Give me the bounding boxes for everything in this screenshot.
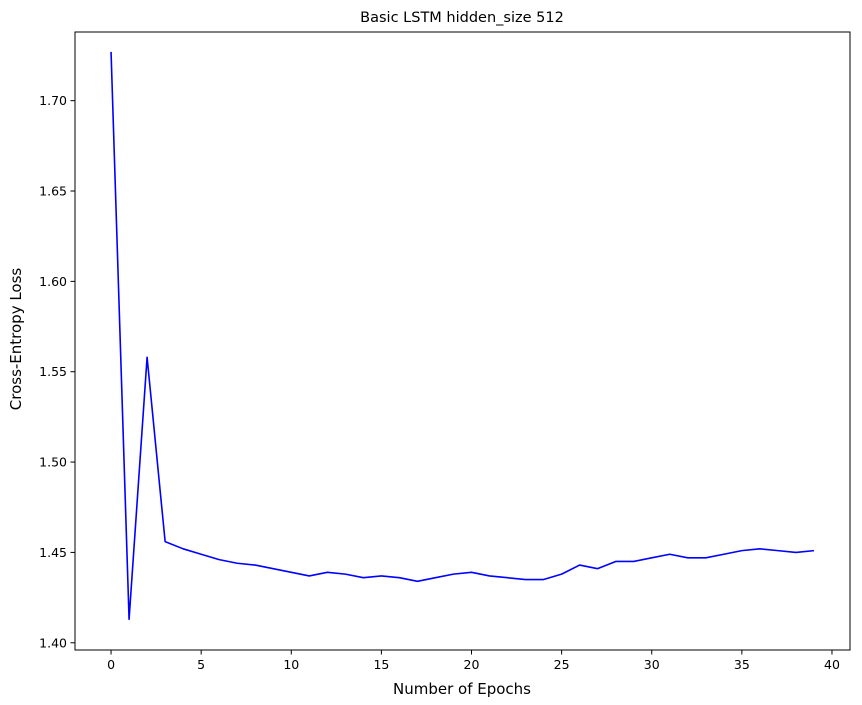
plot-area	[74, 31, 851, 651]
x-tick-label: 20	[464, 657, 480, 672]
y-tick-label: 1.45	[39, 545, 67, 560]
x-tick-label: 35	[734, 657, 750, 672]
x-tick-label: 0	[107, 657, 115, 672]
y-tick-label: 1.50	[39, 455, 67, 470]
x-tick-label: 30	[644, 657, 660, 672]
y-axis-label: Cross-Entropy Loss	[7, 268, 25, 411]
x-tick-label: 25	[554, 657, 570, 672]
x-axis: 0 5 10 15 20 25 30 35 40	[107, 650, 840, 672]
x-tick-label: 15	[373, 657, 389, 672]
chart-title: Basic LSTM hidden_size 512	[360, 10, 564, 26]
y-axis: 1.40 1.45 1.50 1.55 1.60 1.65 1.70	[39, 93, 75, 650]
y-tick-label: 1.40	[39, 635, 67, 650]
x-tick-label: 5	[197, 657, 205, 672]
x-axis-label: Number of Epochs	[393, 680, 531, 698]
y-tick-label: 1.60	[39, 274, 67, 289]
series-line-0	[110, 51, 815, 621]
y-tick-label: 1.55	[39, 364, 67, 379]
x-tick-label: 40	[824, 657, 840, 672]
x-tick-label: 10	[283, 657, 299, 672]
axes-frame	[74, 31, 851, 651]
y-tick-label: 1.70	[39, 93, 67, 108]
y-tick-label: 1.65	[39, 184, 67, 199]
